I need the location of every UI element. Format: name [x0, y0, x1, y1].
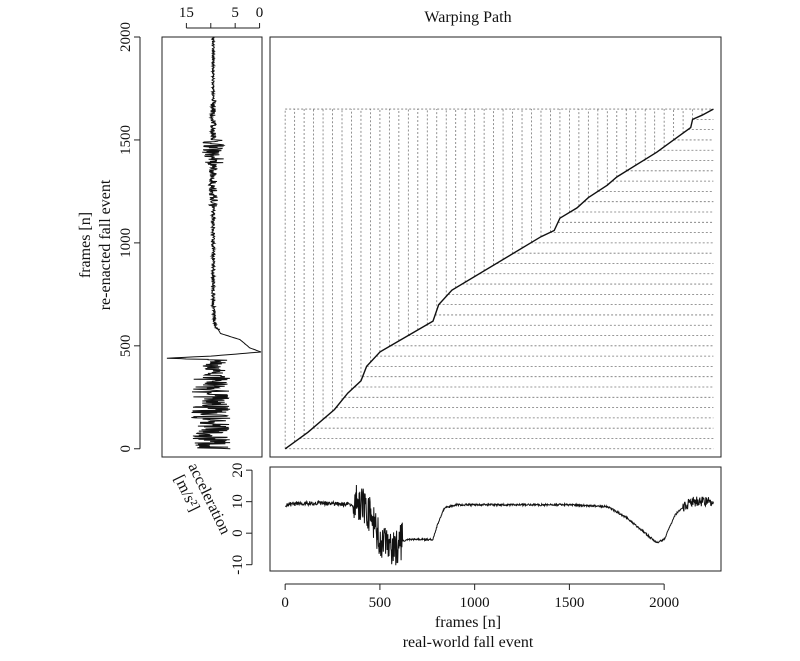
- warping-path-line: [284, 108, 714, 450]
- warping-connection-lines: [284, 108, 714, 450]
- real-world-signal-line: [285, 484, 714, 566]
- left-x-tick-label: 5: [231, 5, 239, 21]
- bottom-xlabel-line1: frames [n]: [435, 614, 501, 631]
- left-y-tick-label: 0: [118, 445, 134, 453]
- left-x-tick-label: 0: [256, 5, 264, 21]
- bottom-axes: -10 0 10 20 0 500 1000 1500 2000: [230, 463, 679, 611]
- left-axes: 0 500 1000 1500 2000 15 5 0: [118, 5, 263, 453]
- left-y-tick-label: 1000: [118, 228, 134, 258]
- bottom-y-tick-label: 10: [230, 494, 246, 509]
- left-x-tick-label: 15: [179, 5, 194, 21]
- warping-plot-frame: [269, 36, 722, 458]
- left-ylabel-line2: re-enacted fall event: [97, 179, 114, 310]
- bottom-x-tick-label: 0: [281, 595, 289, 611]
- bottom-x-tick-label: 500: [369, 595, 392, 611]
- bottom-x-tick-label: 1500: [554, 595, 584, 611]
- left-ylabel-line1: frames [n]: [77, 212, 94, 278]
- bottom-y-tick-label: 0: [230, 529, 246, 537]
- re-enacted-signal-line: [166, 36, 262, 450]
- left-y-tick-label: 500: [118, 335, 134, 358]
- bottom-x-tick-label: 1000: [460, 595, 490, 611]
- bottom-x-tick-label: 2000: [649, 595, 679, 611]
- chart-title: Warping Path: [424, 9, 511, 26]
- bottom-y-tick-label: -10: [230, 555, 246, 575]
- left-y-tick-label: 2000: [118, 22, 134, 52]
- bottom-xlabel-line2: real-world fall event: [403, 634, 534, 651]
- left-plot-frame: [161, 36, 263, 458]
- bottom-plot-frame: [269, 466, 722, 572]
- bottom-y-tick-label: 20: [230, 463, 246, 478]
- left-y-tick-label: 1500: [118, 125, 134, 155]
